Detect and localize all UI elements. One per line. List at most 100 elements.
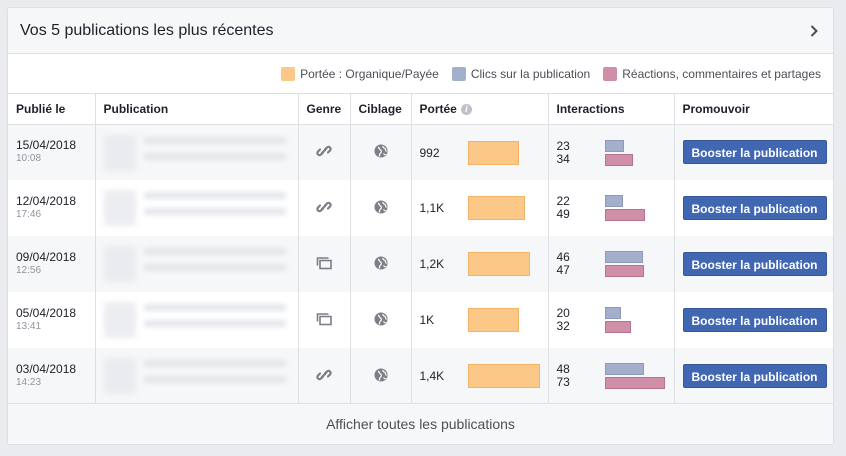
interactions-cell: 22 49 (548, 180, 675, 236)
published-cell: 12/04/2018 17:46 (8, 180, 96, 236)
published-cell: 05/04/2018 13:41 (8, 292, 96, 348)
targeting-cell (350, 348, 412, 404)
reactions-value: 32 (556, 319, 570, 333)
publication-cell[interactable] (95, 236, 299, 292)
boost-post-button[interactable]: Booster la publication (682, 196, 827, 220)
reach-cell: 1,2K (411, 236, 549, 292)
table-row: 05/04/2018 13:41 1K 20 32 Booster la publicat… (8, 292, 833, 348)
clicks-bar (604, 307, 621, 319)
boost-post-button[interactable]: Booster la publication (682, 140, 827, 165)
targeting-cell (350, 180, 412, 236)
table-row: 09/04/2018 12:56 1,2K 46 47 Booster la public… (8, 236, 833, 292)
reactions-value: 73 (556, 375, 570, 389)
post-time: 13:41 (16, 321, 42, 332)
type-cell (298, 348, 351, 404)
reach-value: 1K (419, 313, 435, 327)
published-cell: 15/04/2018 10:08 (8, 124, 96, 180)
post-text-blurred[interactable] (143, 248, 286, 280)
post-time: 10:08 (16, 153, 42, 165)
reach-cell: 992 (411, 124, 549, 180)
reach-bar (467, 196, 525, 220)
post-thumbnail[interactable] (103, 134, 136, 171)
clicks-value: 46 (556, 250, 570, 264)
reactions-bar (604, 265, 644, 277)
col-reach[interactable]: Portée i (411, 94, 549, 125)
type-cell (298, 236, 351, 292)
legend-label-clicks: Clics sur la publication (470, 66, 591, 81)
interactions-cell: 20 32 (548, 292, 675, 348)
promote-cell: Booster la publication (674, 236, 833, 292)
clicks-bar (604, 251, 643, 263)
promote-cell: Booster la publication (674, 180, 833, 236)
post-text-blurred[interactable] (143, 360, 286, 392)
legend-item-reactions: Réactions, commentaires et partages (603, 66, 821, 81)
clicks-bar (604, 139, 624, 152)
promote-cell: Booster la publication (674, 348, 833, 404)
reach-bar (467, 140, 519, 165)
link-icon (316, 143, 332, 162)
reactions-bar (604, 321, 631, 333)
publication-cell[interactable] (95, 124, 299, 180)
clicks-bar (604, 195, 623, 207)
post-thumbnail[interactable] (103, 190, 136, 226)
post-time: 12:56 (16, 265, 42, 276)
post-text-blurred[interactable] (143, 192, 286, 224)
post-text-blurred[interactable] (143, 136, 286, 169)
reactions-bar (604, 209, 645, 221)
link-icon (316, 367, 332, 386)
globe-icon (374, 312, 388, 329)
album-icon (316, 312, 332, 329)
reactions-bar (604, 377, 665, 389)
type-cell (298, 180, 351, 236)
reach-cell: 1,1K (411, 180, 549, 236)
type-cell (298, 292, 351, 348)
interactions-cell: 23 34 (548, 124, 675, 180)
col-reach-label: Portée (419, 101, 457, 116)
boost-post-button[interactable]: Booster la publication (682, 252, 827, 276)
info-icon[interactable]: i (460, 104, 472, 116)
col-publication[interactable]: Publication (95, 94, 299, 125)
posts-table: Publié le Publication Genre Ciblage Port… (8, 94, 833, 404)
post-thumbnail[interactable] (103, 358, 136, 394)
globe-icon (374, 144, 388, 161)
type-cell (298, 124, 351, 180)
legend-swatch-clicks (451, 66, 466, 81)
publication-cell[interactable] (95, 348, 299, 404)
clicks-bar (604, 363, 644, 375)
post-date: 05/04/2018 (16, 306, 77, 320)
reach-value: 1,2K (419, 257, 445, 271)
chevron-right-icon[interactable] (807, 24, 821, 38)
boost-post-button[interactable]: Booster la publication (682, 308, 827, 332)
legend-label-reach: Portée : Organique/Payée (300, 66, 439, 81)
col-targeting[interactable]: Ciblage (350, 94, 412, 125)
published-cell: 09/04/2018 12:56 (8, 236, 96, 292)
clicks-value: 23 (556, 138, 570, 153)
clicks-value: 22 (556, 194, 570, 208)
legend-label-reactions: Réactions, commentaires et partages (622, 66, 821, 81)
publication-cell[interactable] (95, 292, 299, 348)
col-interactions[interactable]: Interactions (548, 94, 675, 125)
publication-cell[interactable] (95, 180, 299, 236)
reactions-value: 49 (556, 207, 570, 221)
post-thumbnail[interactable] (103, 246, 136, 282)
legend-item-reach: Portée : Organique/Payée (281, 66, 439, 81)
see-all-posts-link[interactable]: Afficher toutes les publications (8, 403, 833, 444)
clicks-value: 48 (556, 362, 570, 376)
legend-swatch-reach (281, 66, 296, 81)
boost-post-button[interactable]: Booster la publication (682, 364, 827, 388)
targeting-cell (350, 124, 412, 180)
post-thumbnail[interactable] (103, 302, 136, 338)
table-row: 12/04/2018 17:46 1,1K 22 49 Booster la public… (8, 180, 833, 236)
legend-item-clicks: Clics sur la publication (451, 66, 591, 81)
link-icon (316, 199, 332, 218)
post-text-blurred[interactable] (143, 304, 286, 336)
post-date: 03/04/2018 (16, 362, 77, 376)
promote-cell: Booster la publication (674, 124, 833, 180)
targeting-cell (350, 292, 412, 348)
globe-icon (374, 256, 388, 273)
targeting-cell (350, 236, 412, 292)
published-cell: 03/04/2018 14:23 (8, 348, 96, 404)
reach-cell: 1,4K (411, 348, 549, 404)
col-published[interactable]: Publié le (8, 94, 96, 125)
col-type[interactable]: Genre (298, 94, 351, 125)
